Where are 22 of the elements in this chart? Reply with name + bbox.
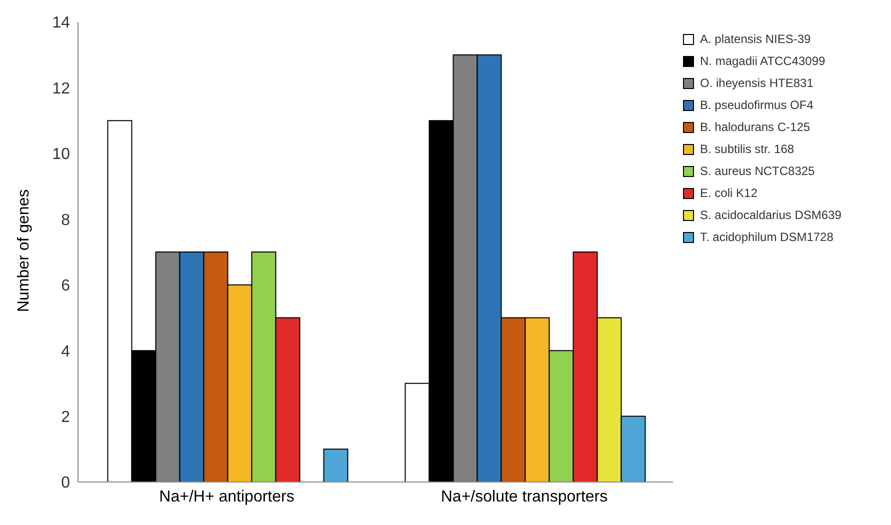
y-tick-label: 10 <box>52 146 70 164</box>
legend-label: B. subtilis str. 168 <box>700 142 794 156</box>
bar <box>323 448 348 482</box>
legend-label: N. magadii ATCC43099 <box>700 54 826 68</box>
x-tick-label: Na+/solute transporters <box>440 488 608 506</box>
y-tick-label: 6 <box>61 278 70 295</box>
x-tick-label: Na+/H+ antiporters <box>159 488 294 506</box>
y-tick-label: 4 <box>61 343 70 360</box>
legend-label: T. acidophilum DSM1728 <box>700 230 834 244</box>
y-axis-title: Number of genes <box>16 189 33 312</box>
legend-label: S. acidocaldarius DSM639 <box>700 208 842 222</box>
legend-label: B. pseudofirmus OF4 <box>700 98 814 112</box>
y-tick-label: 2 <box>61 408 70 426</box>
y-tick-label: 0 <box>61 474 70 492</box>
y-tick-label: 12 <box>52 80 70 98</box>
y-tick-label: 8 <box>61 212 70 229</box>
legend-label: O. iheyensis HTE831 <box>700 76 814 90</box>
legend-label: B. halodurans C-125 <box>700 120 810 134</box>
legend-label: S. aureus NCTC8325 <box>700 164 815 178</box>
legend-label: A. platensis NIES-39 <box>700 32 811 46</box>
y-tick-label: 14 <box>52 14 70 32</box>
legend-label: E. coli K12 <box>700 186 758 200</box>
